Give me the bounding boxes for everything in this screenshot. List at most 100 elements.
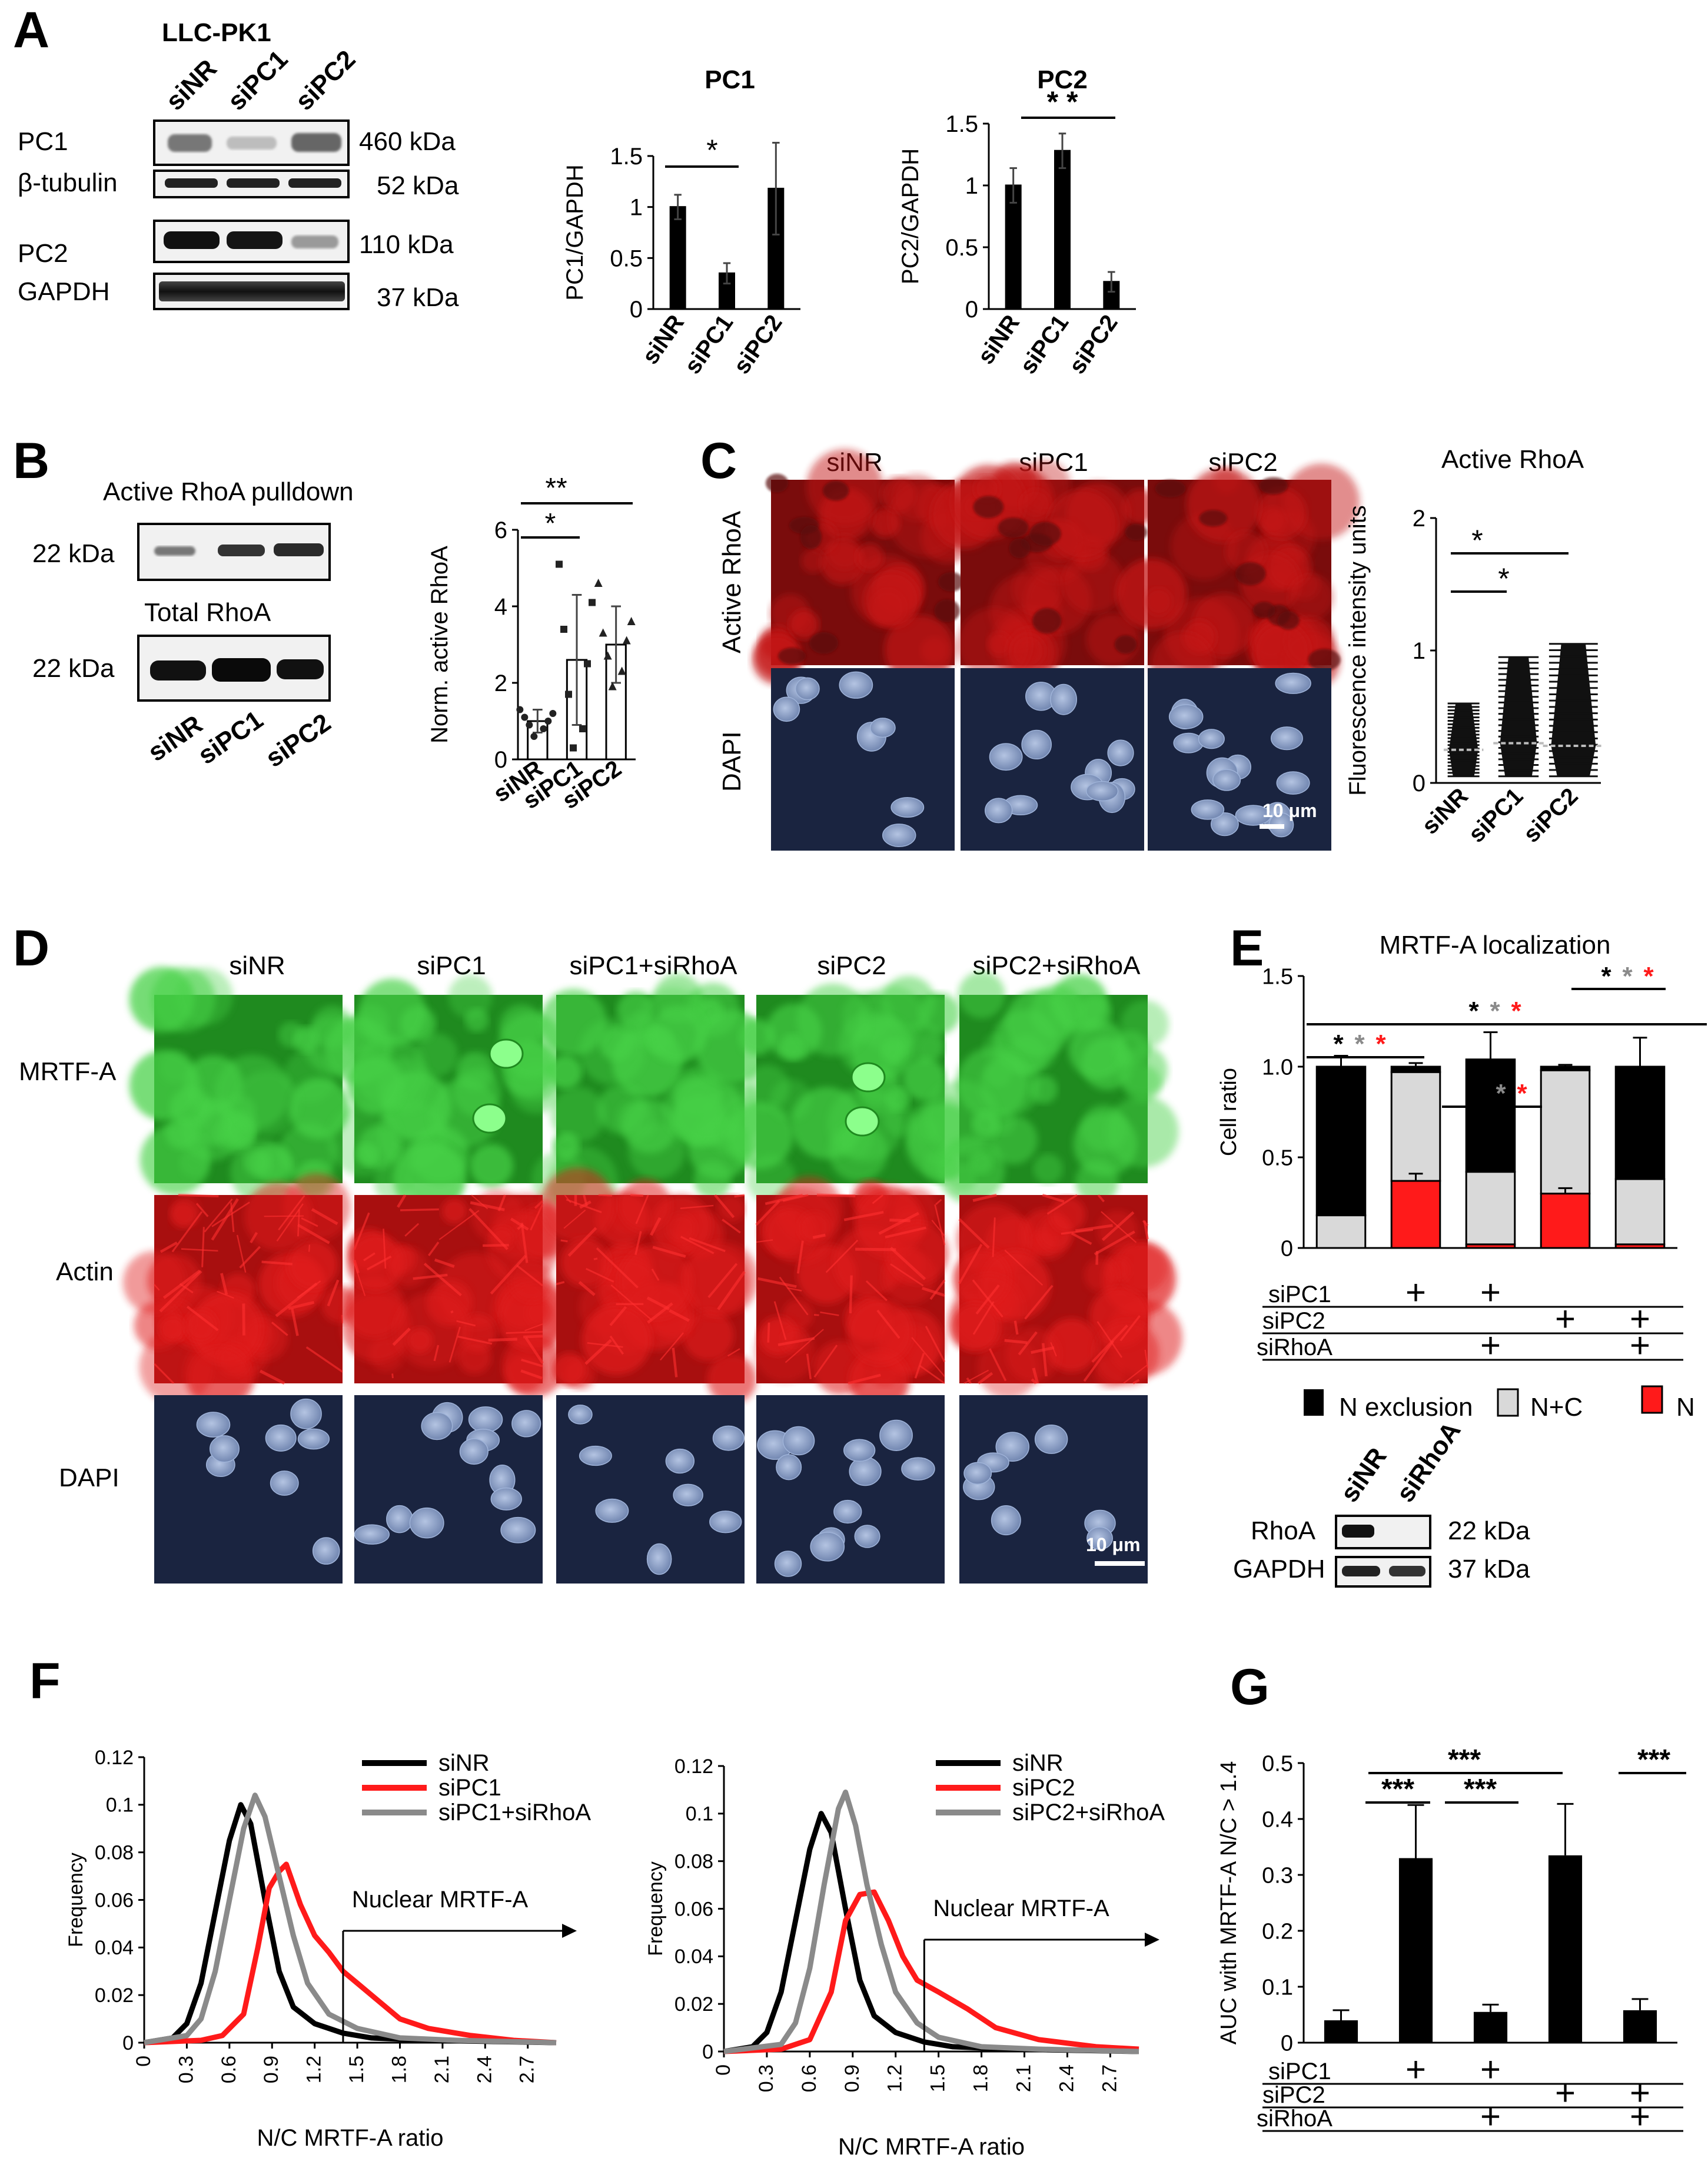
blot-strip-pc1 (154, 121, 348, 165)
legend-swatch-n-c (1498, 1389, 1518, 1416)
sig-g-group: *** *** *** *** (1365, 1744, 1686, 1805)
sig-star: * (1601, 962, 1611, 991)
texture (123, 1251, 186, 1314)
nucleus-shadow (1260, 477, 1288, 494)
micrograph-d (756, 1395, 945, 1584)
y-tick-label: 4 (494, 594, 507, 620)
nucleus-shadow (1199, 510, 1227, 526)
row-label-d-actin: Actin (56, 1257, 114, 1286)
micrograph-d (341, 1190, 570, 1397)
x-tick-label: 1.5 (345, 2056, 368, 2083)
micrograph-d (123, 1173, 358, 1409)
nucleus (902, 1458, 935, 1480)
nucleus (964, 1462, 991, 1484)
series-line (144, 1795, 556, 2043)
fiber (489, 1339, 517, 1340)
data-point (623, 636, 631, 645)
nucleus-shadow (823, 481, 849, 501)
x-tick-label: 0.3 (175, 2056, 197, 2083)
blot-strip-gapdh (154, 274, 348, 309)
stacked-segment (1541, 1067, 1590, 1070)
sig-g-2: *** (1448, 1744, 1481, 1775)
condition-mark: + (1405, 2050, 1426, 2089)
nucleus-shadow (1277, 611, 1299, 629)
kda-label-e-37: 37 kDa (1448, 1555, 1530, 1584)
legend-label: siPC2+siRhoA (1012, 1800, 1165, 1825)
row-label-d-mrtf: MRTF-A (19, 1057, 117, 1086)
nucleus (1198, 729, 1224, 748)
sig-star: * (1643, 962, 1654, 991)
texture (1117, 1045, 1168, 1096)
scale-label-d: 10 μm (1086, 1534, 1141, 1555)
kda-label-37: 37 kDa (377, 283, 459, 312)
nucleus (1169, 705, 1203, 729)
texture (948, 1163, 977, 1192)
texture (1012, 564, 1063, 615)
x-tick-label: 2.4 (473, 2056, 496, 2083)
blot-label-e-gapdh: GAPDH (1233, 1555, 1325, 1584)
texture (1047, 489, 1118, 560)
x-tick-label: siPC2 (1518, 783, 1583, 848)
texture (347, 1057, 404, 1114)
nucleus-shadow (809, 632, 838, 654)
nucleus (776, 1455, 801, 1480)
legend-label: siNR (1012, 1750, 1064, 1776)
stacked-segment (1466, 1172, 1515, 1244)
y-axis-label: AUC with MRTF-A N/C > 1.4 (1217, 1761, 1241, 2045)
nucleus (512, 1410, 541, 1437)
nucleus (844, 1439, 875, 1461)
nucleus-shadow (800, 525, 822, 549)
y-axis-label: Frequency (65, 1853, 87, 1947)
sig-star: * (1517, 1079, 1527, 1108)
texture (1256, 488, 1307, 539)
fiber (264, 1216, 304, 1217)
fiber (561, 1240, 568, 1241)
y-tick-label: 1 (630, 195, 643, 221)
texture (407, 1327, 433, 1353)
scale-bar-c (1260, 824, 1284, 829)
lane-label-e-sinr: siNR (1335, 1443, 1393, 1508)
sig-g-1: *** (1381, 1774, 1414, 1805)
nucleus (569, 1405, 592, 1424)
sig-star: * (1474, 1079, 1485, 1108)
micrograph-d (154, 1395, 343, 1584)
data-point (530, 733, 537, 740)
y-tick-label: 0.1 (106, 1794, 134, 1817)
stacked-segment (1317, 1067, 1365, 1216)
y-tick-label: 0.5 (945, 235, 978, 261)
row-label-c-dapi: DAPI (717, 731, 746, 792)
texture (549, 1055, 582, 1089)
lane-label-e-sirhoa: siRhoA (1391, 1416, 1466, 1507)
y-axis-label: Fluorescence intensity units (1345, 505, 1371, 796)
col-label-d-sipc2: siPC2 (817, 951, 886, 980)
row-label-c-rhoa: Active RhoA (717, 510, 746, 653)
bar (1549, 1855, 1582, 2043)
fiber (850, 1276, 852, 1313)
x-tick-label: siPC2 (729, 310, 787, 379)
texture (916, 1034, 945, 1063)
fiber (814, 1315, 819, 1316)
nucleus (1213, 769, 1241, 791)
kda-label-e-22: 22 kDa (1448, 1516, 1530, 1545)
lane-label-sipc1: siPC1 (222, 45, 293, 116)
legend-label-n-exclusion: N exclusion (1339, 1393, 1473, 1422)
fiber (523, 1336, 543, 1337)
nucleus (469, 1407, 503, 1432)
y-tick-label: 0.02 (95, 1984, 134, 2007)
texture (582, 1305, 652, 1375)
nucleus (1051, 685, 1076, 715)
legend-label: siPC2 (1012, 1775, 1075, 1801)
nucleus (501, 1518, 535, 1543)
bar (1055, 151, 1070, 309)
texture (358, 978, 426, 1046)
data-point (599, 629, 607, 637)
arrow-head (562, 1924, 577, 1938)
panel-letter-a: A (13, 2, 49, 58)
y-tick-label: 0 (494, 747, 507, 773)
texture (278, 1022, 304, 1048)
texture (1084, 1258, 1118, 1292)
nucleus (298, 1429, 330, 1449)
texture (856, 544, 883, 572)
bar (670, 207, 685, 309)
